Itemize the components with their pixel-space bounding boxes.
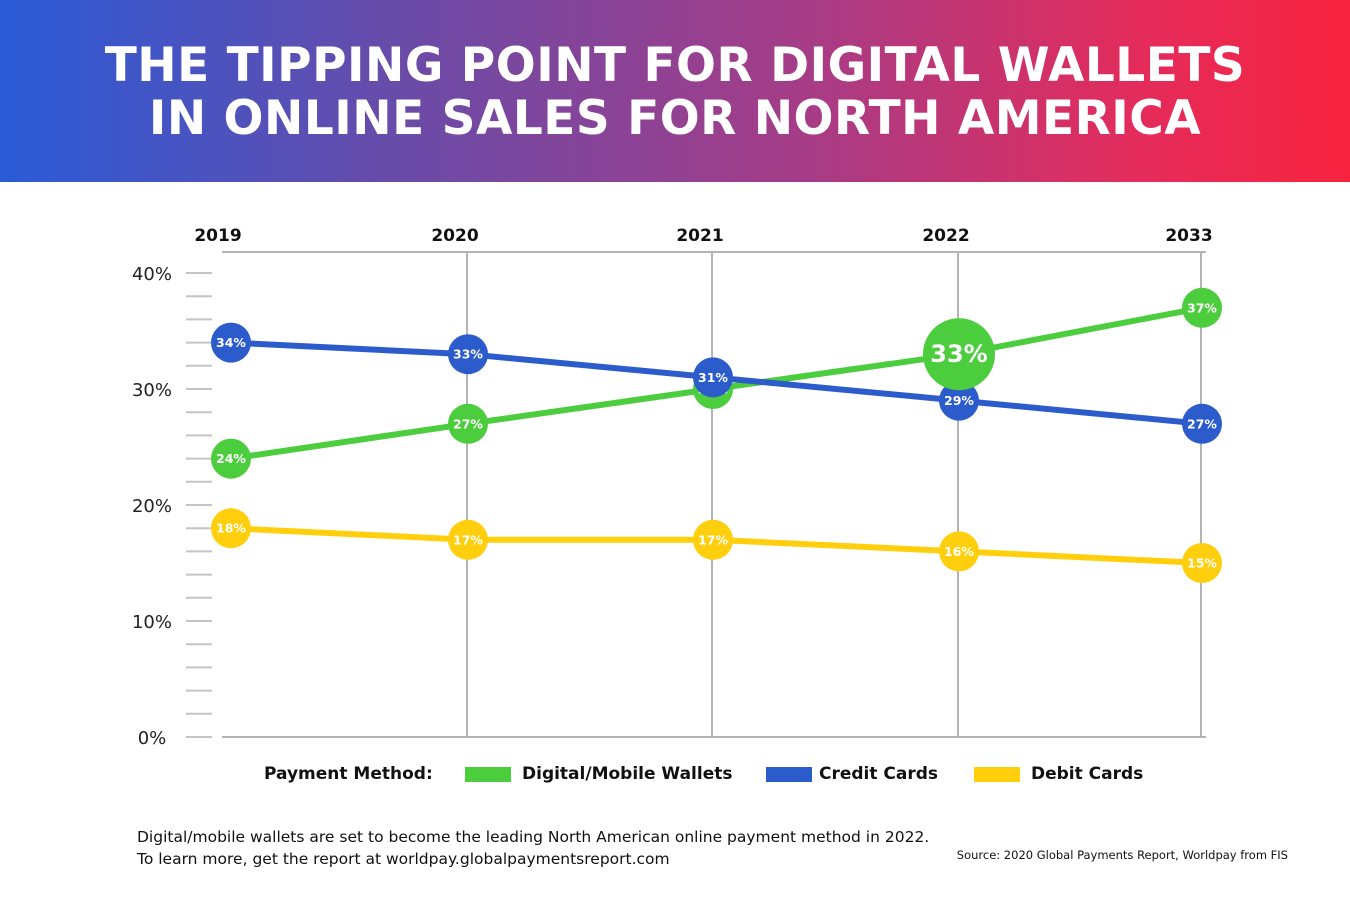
legend-label-wallets: Digital/Mobile Wallets: [522, 764, 733, 784]
line-chart: 0% 10% 20% 30% 40% 2019 2020 2021 2022 2033 18% 17%…: [132, 226, 1222, 749]
chart-title-line-2: IN ONLINE SALES FOR NORTH AMERICA: [148, 91, 1202, 146]
data-point: [693, 357, 733, 398]
data-label: 37%: [1187, 300, 1217, 315]
x-tick-label-2022: 2022: [922, 226, 969, 246]
footnote-line-2: To learn more, get the report at worldpa…: [137, 850, 670, 868]
y-tick-label: 40%: [132, 264, 172, 285]
data-label: 34%: [216, 335, 246, 350]
x-tick-label-2021: 2021: [676, 226, 723, 246]
legend-label-debit: Debit Cards: [1031, 764, 1144, 784]
data-label: 29%: [944, 393, 974, 408]
data-point: [1182, 287, 1222, 328]
title-banner: THE TIPPING POINT FOR DIGITAL WALLETS IN…: [0, 0, 1350, 182]
data-point: [448, 334, 488, 375]
data-point: [211, 508, 251, 549]
data-point: [448, 403, 488, 444]
data-label: 17%: [698, 532, 728, 547]
x-tick-label-2033: 2033: [1165, 226, 1212, 246]
y-tick-label: 20%: [132, 496, 172, 517]
data-point: [693, 519, 733, 560]
data-label: 27%: [1187, 416, 1217, 431]
legend-label-credit: Credit Cards: [819, 764, 939, 784]
legend-swatch-wallets: [465, 767, 511, 782]
x-tick-label-2019: 2019: [194, 226, 241, 246]
y-tick-label: 30%: [132, 380, 172, 401]
chart-title-line-1: THE TIPPING POINT FOR DIGITAL WALLETS: [104, 38, 1246, 93]
data-label: 18%: [216, 521, 246, 536]
y-tick-label: 0%: [138, 728, 167, 749]
data-point: [211, 438, 251, 479]
data-label: 16%: [944, 544, 974, 559]
data-label: 33%: [930, 340, 987, 368]
data-label: 27%: [453, 416, 483, 431]
y-tick-label: 10%: [132, 612, 172, 633]
x-tick-label-2020: 2020: [431, 226, 478, 246]
data-point: [939, 380, 979, 421]
data-label: 15%: [1187, 556, 1217, 571]
data-point: [1182, 543, 1222, 583]
data-point: [1182, 403, 1222, 444]
data-point: [211, 322, 251, 363]
footnote-line-1: Digital/mobile wallets are set to become…: [137, 828, 930, 846]
data-label: 33%: [453, 347, 483, 362]
footnote: Digital/mobile wallets are set to become…: [137, 826, 929, 870]
data-label: 31%: [698, 370, 728, 385]
data-label: 17%: [453, 532, 483, 547]
legend-swatch-debit: [974, 767, 1020, 782]
data-label: 24%: [216, 451, 246, 466]
highlight-point: [923, 318, 995, 391]
data-point: [939, 531, 979, 572]
data-point: [448, 519, 488, 560]
source-credit: Source: 2020 Global Payments Report, Wor…: [956, 848, 1288, 862]
legend-swatch-credit: [766, 767, 812, 782]
legend-title: Payment Method:: [264, 764, 433, 784]
